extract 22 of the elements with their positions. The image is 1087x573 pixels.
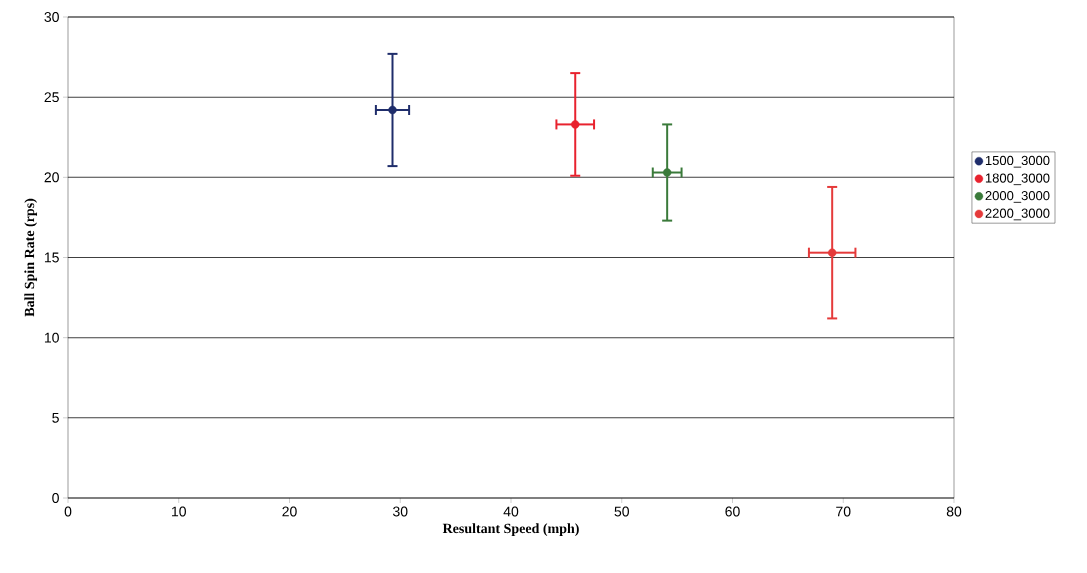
y-tick-label: 20 <box>44 172 59 183</box>
legend-label: 2000_3000 <box>985 191 1050 203</box>
y-tick-label: 30 <box>44 12 59 22</box>
y-tick-label: 25 <box>44 92 59 103</box>
y-tick-label: 0 <box>52 493 59 503</box>
x-tick-label: 20 <box>282 506 297 517</box>
x-tick-label: 40 <box>503 506 519 517</box>
x-tick-label: 80 <box>946 506 962 517</box>
x-tick-label: 70 <box>836 506 851 517</box>
y-tick-label: 15 <box>44 252 59 263</box>
legend-label: 2200_3000 <box>985 208 1050 221</box>
x-axis-title: Resultant Speed (mph) <box>442 523 579 536</box>
x-tick-label: 0 <box>64 506 72 517</box>
y-axis-title: Ball Spin Rate (rps) <box>24 198 38 317</box>
x-tick-label: 10 <box>172 506 186 517</box>
x-tick-label: 60 <box>725 506 740 517</box>
legend-label: 1500_3000 <box>985 155 1050 168</box>
y-tick-label: 5 <box>52 412 59 423</box>
legend-label: 1800_3000 <box>985 173 1050 186</box>
x-tick-label: 30 <box>393 506 408 517</box>
x-tick-label: 50 <box>614 506 629 517</box>
y-tick-label: 10 <box>44 332 59 343</box>
